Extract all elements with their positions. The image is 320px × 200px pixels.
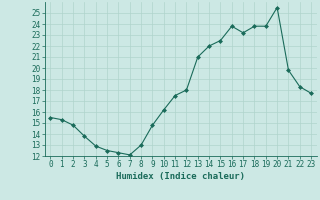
X-axis label: Humidex (Indice chaleur): Humidex (Indice chaleur) xyxy=(116,172,245,181)
